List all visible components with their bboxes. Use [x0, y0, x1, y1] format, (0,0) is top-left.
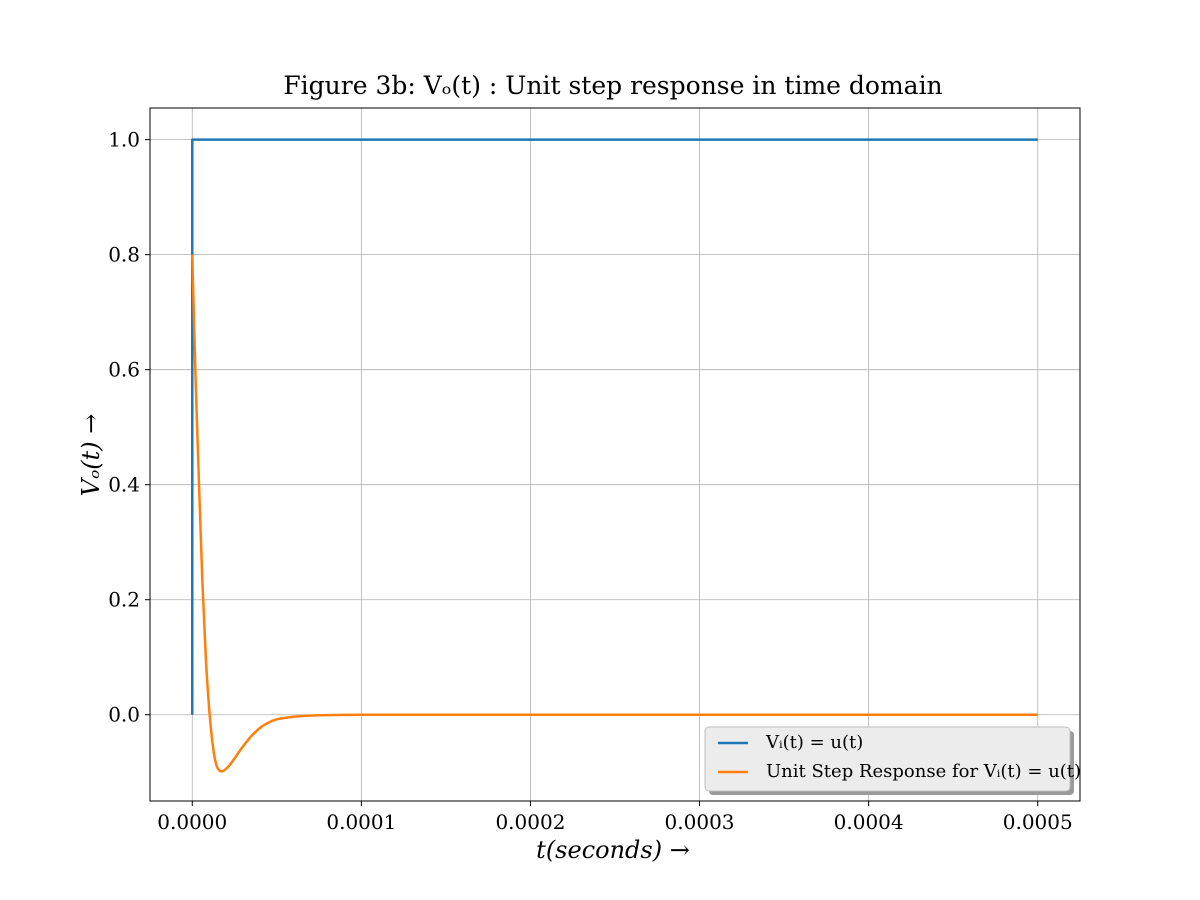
series-line-step-response	[191, 254, 1038, 773]
x-tick-label: 0.0000	[157, 810, 227, 834]
plot-background	[150, 108, 1080, 801]
x-tick-label: 0.0005	[1003, 810, 1073, 834]
legend-label-response: Unit Step Response for Vᵢ(t) = u(t)	[766, 761, 1081, 782]
legend: Vᵢ(t) = u(t) Unit Step Response for Vᵢ(t…	[704, 726, 1081, 795]
y-axis-ticks: 0.0 0.2 0.4 0.6 0.8 1.0	[108, 128, 150, 727]
legend-box	[704, 726, 1071, 792]
x-axis-label: t(seconds) →	[536, 836, 690, 864]
series-layer	[191, 138, 1038, 773]
x-tick-label: 0.0003	[665, 810, 735, 834]
y-tick-label: 0.4	[108, 473, 140, 497]
y-tick-label: 0.8	[108, 243, 140, 267]
y-tick-label: 1.0	[108, 128, 140, 152]
x-tick-label: 0.0001	[326, 810, 396, 834]
y-axis-label: Vₒ(t) →	[77, 414, 105, 497]
chart-title: Figure 3b: Vₒ(t) : Unit step response in…	[283, 71, 942, 100]
legend-label-input: Vᵢ(t) = u(t)	[765, 732, 863, 753]
x-axis-ticks: 0.0000 0.0001 0.0002 0.0003 0.0004 0.0005	[157, 801, 1073, 834]
series-line-input-step	[191, 138, 1038, 715]
x-tick-label: 0.0002	[495, 810, 565, 834]
y-tick-label: 0.6	[108, 358, 140, 382]
plot-frame	[149, 107, 1081, 802]
x-tick-label: 0.0004	[834, 810, 904, 834]
y-tick-label: 0.0	[108, 703, 140, 727]
y-tick-label: 0.2	[108, 588, 140, 612]
